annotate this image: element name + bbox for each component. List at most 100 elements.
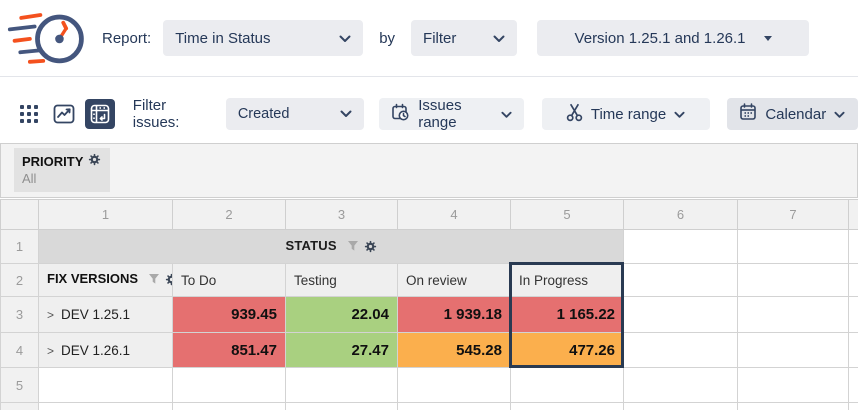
empty-cell[interactable] bbox=[623, 229, 738, 264]
pivot-sheet: 1 2 3 4 5 6 7 1 STATUS bbox=[0, 199, 858, 410]
report-select-value: Time in Status bbox=[175, 29, 271, 47]
chevron-down-icon bbox=[674, 106, 685, 123]
empty-cell bbox=[397, 402, 511, 410]
empty-cell[interactable] bbox=[38, 367, 173, 403]
column-labels-row: 2 FIX VERSIONS bbox=[0, 263, 858, 297]
version-row-label[interactable]: > DEV 1.25.1 bbox=[38, 296, 173, 333]
value-cell[interactable]: 1 939.18 bbox=[397, 296, 511, 333]
calendar-button[interactable]: Calendar bbox=[726, 98, 858, 130]
value-cell[interactable]: 545.28 bbox=[397, 332, 511, 368]
row-number: 2 bbox=[0, 263, 39, 297]
empty-cell bbox=[848, 296, 858, 333]
priority-title: PRIORITY bbox=[22, 153, 84, 169]
scissors-icon bbox=[566, 103, 583, 126]
created-select-value: Created bbox=[237, 106, 290, 122]
column-header-partial bbox=[848, 199, 858, 230]
empty-cell[interactable] bbox=[510, 367, 624, 403]
value-cell-selected[interactable]: 1 165.22 bbox=[510, 296, 624, 333]
chevron-down-icon bbox=[340, 106, 352, 122]
value-cell[interactable]: 22.04 bbox=[285, 296, 398, 333]
empty-cell[interactable] bbox=[737, 296, 849, 333]
value-cell[interactable]: 851.47 bbox=[172, 332, 286, 368]
version-label: DEV 1.26.1 bbox=[61, 342, 131, 358]
status-row: 1 STATUS bbox=[0, 229, 858, 264]
empty-cell[interactable] bbox=[285, 367, 398, 403]
empty-cell bbox=[848, 367, 858, 403]
row-number: 3 bbox=[0, 296, 39, 333]
toolbar: Filter issues: Created Issues range bbox=[14, 97, 858, 131]
expand-icon[interactable]: > bbox=[47, 343, 55, 358]
status-column-header-selected[interactable]: In Progress bbox=[510, 263, 624, 297]
created-select[interactable]: Created bbox=[225, 98, 365, 130]
empty-cell bbox=[285, 402, 398, 410]
empty-cell[interactable] bbox=[737, 229, 849, 264]
issues-range-button[interactable]: Issues range bbox=[379, 97, 524, 131]
empty-cell bbox=[510, 402, 624, 410]
priority-panel: PRIORITY All bbox=[0, 143, 858, 198]
empty-cell bbox=[172, 402, 286, 410]
empty-cell[interactable] bbox=[737, 332, 849, 368]
status-column-header[interactable]: To Do bbox=[172, 263, 286, 297]
data-row: 3 > DEV 1.25.1 939.45 22.04 1 939.18 1 16… bbox=[0, 296, 858, 333]
triangle-down-icon bbox=[763, 35, 772, 41]
empty-cell[interactable] bbox=[172, 367, 286, 403]
time-range-button[interactable]: Time range bbox=[541, 98, 710, 130]
app-header: Report: Time in Status by Filter Version… bbox=[0, 0, 858, 77]
calendar-icon bbox=[739, 103, 757, 125]
filter-select-value: Filter bbox=[423, 29, 457, 47]
column-header: 1 bbox=[38, 199, 173, 230]
priority-value: All bbox=[22, 171, 37, 186]
empty-cell bbox=[848, 332, 858, 368]
gear-icon[interactable] bbox=[165, 273, 172, 289]
version-select[interactable]: Version 1.25.1 and 1.26.1 bbox=[537, 20, 810, 56]
chevron-down-icon bbox=[493, 30, 505, 47]
value-cell-selected[interactable]: 477.26 bbox=[510, 332, 624, 368]
version-select-value: Version 1.25.1 and 1.26.1 bbox=[574, 29, 746, 47]
empty-cell bbox=[848, 229, 858, 264]
empty-cell bbox=[848, 402, 858, 410]
chevron-down-icon bbox=[834, 106, 845, 123]
empty-row: 5 bbox=[0, 367, 858, 403]
priority-filter-chip[interactable]: PRIORITY All bbox=[14, 148, 110, 192]
status-column-header[interactable]: Testing bbox=[285, 263, 398, 297]
column-header: 6 bbox=[623, 199, 738, 230]
empty-cell[interactable] bbox=[623, 296, 738, 333]
expand-icon[interactable]: > bbox=[47, 308, 55, 322]
gear-icon[interactable] bbox=[364, 240, 377, 256]
empty-cell[interactable] bbox=[737, 367, 849, 403]
empty-cell[interactable] bbox=[623, 332, 738, 368]
fix-versions-header-cell: FIX VERSIONS bbox=[38, 263, 173, 297]
row-number: 5 bbox=[0, 367, 39, 403]
empty-cell[interactable] bbox=[397, 367, 511, 403]
funnel-icon[interactable] bbox=[148, 273, 160, 289]
issues-range-label: Issues range bbox=[418, 97, 462, 131]
empty-cell[interactable] bbox=[623, 263, 738, 297]
fix-versions-label: FIX VERSIONS bbox=[47, 271, 139, 286]
pivot-view-icon[interactable] bbox=[85, 99, 115, 129]
calendar-label: Calendar bbox=[765, 105, 827, 123]
filter-select[interactable]: Filter bbox=[411, 20, 518, 56]
funnel-icon[interactable] bbox=[347, 240, 359, 256]
empty-cell[interactable] bbox=[737, 263, 849, 297]
grid-view-icon[interactable] bbox=[14, 99, 44, 129]
row-number: 4 bbox=[0, 332, 39, 368]
partial-row bbox=[0, 402, 858, 410]
version-label: DEV 1.25.1 bbox=[61, 307, 131, 322]
filter-issues-label: Filter issues: bbox=[132, 97, 180, 131]
empty-cell bbox=[38, 402, 173, 410]
empty-cell bbox=[848, 263, 858, 297]
report-select[interactable]: Time in Status bbox=[163, 20, 364, 56]
value-cell[interactable]: 27.47 bbox=[285, 332, 398, 368]
chart-view-icon[interactable] bbox=[50, 99, 80, 129]
gear-icon[interactable] bbox=[88, 153, 101, 169]
status-column-header[interactable]: On review bbox=[397, 263, 511, 297]
value-cell[interactable]: 939.45 bbox=[172, 296, 286, 333]
column-header: 3 bbox=[285, 199, 398, 230]
empty-cell[interactable] bbox=[623, 367, 738, 403]
row-number: 1 bbox=[0, 229, 39, 264]
column-header: 7 bbox=[737, 199, 849, 230]
chevron-down-icon bbox=[500, 106, 512, 123]
version-row-label[interactable]: > DEV 1.26.1 bbox=[38, 332, 173, 368]
column-header-row: 1 2 3 4 5 6 7 bbox=[0, 199, 858, 230]
column-header: 2 bbox=[172, 199, 286, 230]
